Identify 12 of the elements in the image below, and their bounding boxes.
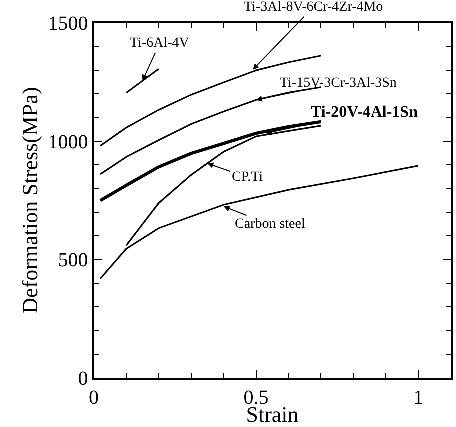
annotation: Ti-3Al-8V-6Cr-4Zr-4Mo [244,0,384,15]
annotation: Ti-20V-4Al-1Sn [311,104,418,121]
x-tick-label: 1 [414,386,424,409]
annotation: Ti-15V-3Cr-3Al-3Sn [280,76,397,91]
annotation: Ti-6Al-4V [130,36,190,51]
annotation: CP.Ti [232,170,264,185]
y-tick-label: 500 [58,250,88,272]
y-tick-label: 1000 [48,131,88,154]
y-axis-title: Deformation Stress(MPa) [18,87,43,314]
y-tick-label: 1500 [48,13,88,35]
annotation: Carbon steel [235,217,306,232]
y-tick-label: 0 [78,368,88,390]
